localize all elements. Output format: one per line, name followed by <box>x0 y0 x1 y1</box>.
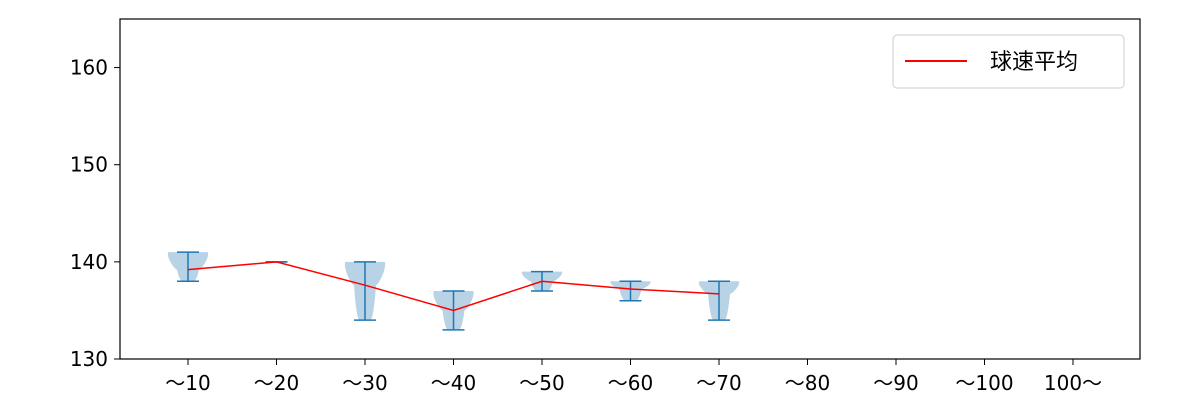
violin <box>167 251 209 283</box>
x-tick-label: ～100 <box>955 371 1013 395</box>
series-lines <box>187 261 720 312</box>
violin <box>698 280 740 321</box>
x-tick-label: ～80 <box>785 371 830 395</box>
y-tick-label: 140 <box>70 250 108 274</box>
x-axis: ～10 ～20 ～30 ～40 ～50 ～60 ～70 ～80 ～90 ～100 100～ <box>165 359 1102 395</box>
x-tick-label: ～60 <box>608 371 653 395</box>
y-tick-label: 160 <box>70 56 108 80</box>
x-tick-label: ～20 <box>254 371 299 395</box>
violin <box>610 280 651 302</box>
x-tick-label: ～30 <box>342 371 387 395</box>
x-tick-label: ～40 <box>431 371 476 395</box>
y-tick-label: 130 <box>70 347 108 371</box>
legend-label: 球速平均 <box>990 50 1078 75</box>
x-tick-label: ～90 <box>873 371 918 395</box>
x-tick-label: 100～ <box>1044 371 1102 395</box>
x-tick-label: ～50 <box>519 371 564 395</box>
y-tick-label: 150 <box>70 153 108 177</box>
y-axis: 130 140 150 160 <box>70 56 120 371</box>
x-tick-label: ～10 <box>165 371 210 395</box>
legend: 球速平均 <box>892 34 1125 89</box>
violin <box>344 261 386 321</box>
x-tick-label: ～70 <box>696 371 741 395</box>
series-line-average <box>187 261 720 312</box>
legend-box <box>892 34 1125 89</box>
